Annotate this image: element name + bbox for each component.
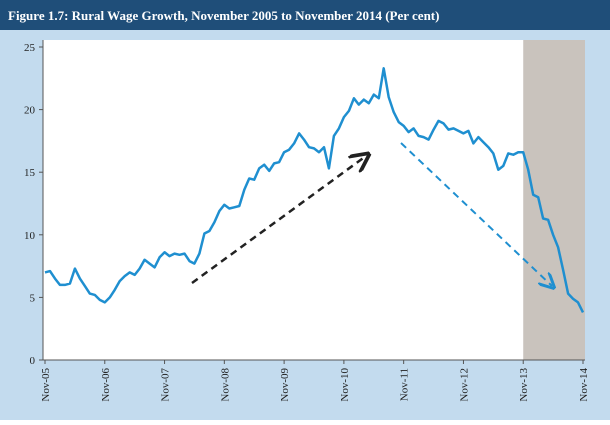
x-tick-label: Nov-09 [279,368,291,402]
plot-area [43,40,585,360]
x-tick-label: Nov-14 [578,368,590,402]
x-tick-label: Nov-11 [399,368,411,401]
x-tick-label: Nov-08 [219,368,231,402]
y-tick-label: 20 [24,105,36,117]
plot-layer: 0 5 10 15 20 25 Nov-05 Nov-06 Nov-07 Nov-08 Nov-09… [24,40,590,402]
x-tick-label: Nov-12 [458,368,470,402]
x-tick-label: Nov-13 [518,368,530,402]
chart-title: Figure 1.7: Rural Wage Growth, November … [8,8,439,23]
y-tick-label: 15 [24,167,36,179]
y-tick-label: 0 [30,355,36,367]
y-tick-label: 25 [24,42,36,54]
x-tick-label: Nov-10 [339,368,351,402]
y-tick-label: 10 [24,230,36,242]
x-tick-label: Nov-06 [100,368,112,402]
x-tick-label: Nov-05 [40,368,52,402]
trend-arrow [400,142,552,286]
title-bar [0,0,610,30]
data-line [44,67,585,313]
highlight-band [523,40,585,360]
y-tick-label: 5 [30,292,36,304]
x-tick-label: Nov-07 [160,368,172,402]
